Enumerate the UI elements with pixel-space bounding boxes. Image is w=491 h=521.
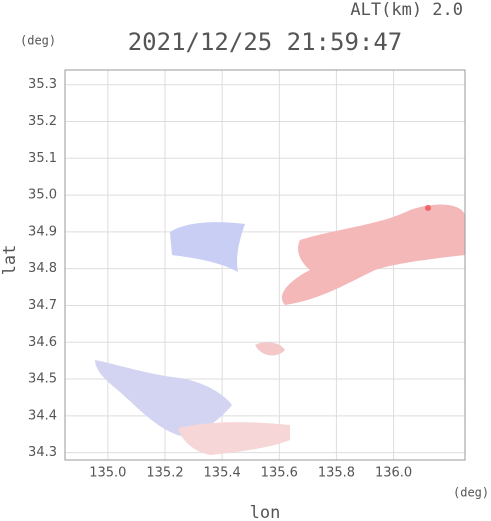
echo-pink	[255, 342, 285, 356]
chart-title: 2021/12/25 21:59:47	[128, 28, 403, 56]
subtitle: ALT(km) 2.0	[350, 0, 463, 20]
y-tick-label: 35.0	[28, 188, 57, 203]
y-tick-label: 35.1	[28, 151, 57, 166]
echo-pink	[178, 422, 290, 455]
x-tick-label: 135.2	[146, 466, 183, 481]
y-tick-label: 34.9	[28, 224, 57, 239]
x-axis-label: lon	[250, 503, 281, 521]
y-tick-label: 34.4	[28, 408, 57, 423]
echo-red-core	[425, 205, 431, 211]
x-unit: (deg)	[453, 486, 489, 500]
y-axis-label: lat	[0, 245, 20, 276]
y-tick-label: 34.8	[28, 261, 57, 276]
echo-red	[281, 204, 465, 305]
echo-field	[95, 204, 465, 455]
echo-blue	[95, 360, 232, 437]
x-tick-label: 135.4	[204, 466, 241, 481]
x-tick-label: 135.0	[89, 466, 126, 481]
y-tick-label: 34.7	[28, 298, 57, 313]
y-tick-label: 34.6	[28, 335, 57, 350]
echo-blue	[170, 222, 245, 272]
x-tick-label: 135.8	[318, 466, 355, 481]
plot-frame	[64, 69, 466, 461]
x-tick-label: 135.6	[261, 466, 298, 481]
y-tick-label: 34.5	[28, 372, 57, 387]
grid	[65, 70, 465, 460]
y-unit: (deg)	[20, 34, 56, 48]
x-tick-label: 136.0	[375, 466, 412, 481]
y-tick-label: 35.3	[28, 77, 57, 92]
y-tick-label: 35.2	[28, 114, 57, 129]
y-tick-label: 34.3	[28, 445, 57, 460]
